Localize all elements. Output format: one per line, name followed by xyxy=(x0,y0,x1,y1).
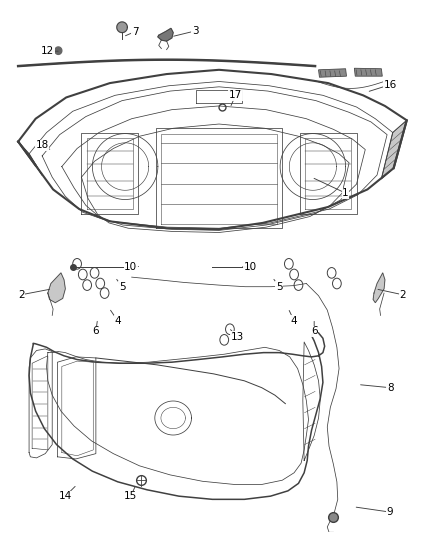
Text: 13: 13 xyxy=(231,332,244,342)
Polygon shape xyxy=(117,22,127,33)
Text: 15: 15 xyxy=(124,491,138,501)
Polygon shape xyxy=(373,273,385,303)
Text: 7: 7 xyxy=(132,27,138,37)
Text: 2: 2 xyxy=(399,289,406,300)
Text: 6: 6 xyxy=(311,326,318,336)
Text: 17: 17 xyxy=(229,90,242,100)
Text: 12: 12 xyxy=(41,46,54,56)
Text: 10: 10 xyxy=(244,262,257,271)
Text: 5: 5 xyxy=(276,282,283,292)
Text: 5: 5 xyxy=(119,282,125,292)
Polygon shape xyxy=(55,47,62,54)
Polygon shape xyxy=(158,28,173,41)
Text: 16: 16 xyxy=(384,80,397,90)
Text: 8: 8 xyxy=(387,383,393,393)
Text: 3: 3 xyxy=(192,26,198,36)
Polygon shape xyxy=(18,142,42,175)
Polygon shape xyxy=(318,69,346,77)
Polygon shape xyxy=(354,68,382,76)
Text: 6: 6 xyxy=(92,326,99,336)
Text: 1: 1 xyxy=(343,188,349,198)
Text: 4: 4 xyxy=(291,316,297,326)
Text: 18: 18 xyxy=(35,140,49,150)
Text: 4: 4 xyxy=(114,316,121,326)
Text: 9: 9 xyxy=(387,507,393,517)
Text: 10: 10 xyxy=(124,262,138,271)
Polygon shape xyxy=(381,120,407,179)
Text: 2: 2 xyxy=(18,289,25,300)
Polygon shape xyxy=(48,273,65,303)
Text: 14: 14 xyxy=(59,491,72,501)
